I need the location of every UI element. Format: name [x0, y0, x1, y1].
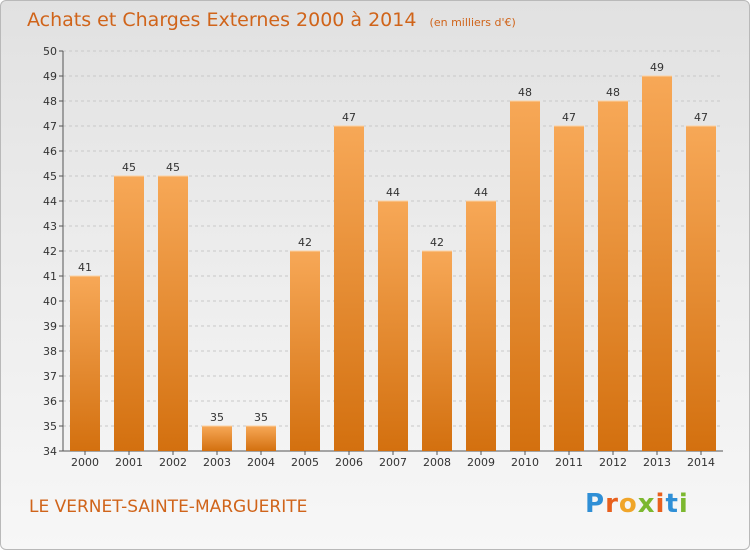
data-label: 45 [122, 161, 136, 174]
x-tick-label: 2011 [555, 456, 583, 469]
bar [290, 251, 320, 451]
city-name: LE VERNET-SAINTE-MARGUERITE [29, 497, 308, 517]
bar [466, 201, 496, 451]
data-label: 45 [166, 161, 180, 174]
x-tick-label: 2010 [511, 456, 539, 469]
x-tick-label: 2002 [159, 456, 187, 469]
chart-unit: (en milliers d'€) [429, 16, 516, 29]
data-label: 48 [518, 86, 532, 99]
logo-letter: o [618, 489, 638, 519]
y-tick-label: 49 [43, 70, 57, 83]
y-tick-label: 35 [43, 420, 57, 433]
y-tick-label: 44 [43, 195, 57, 208]
bar [334, 126, 364, 451]
bar [158, 176, 188, 451]
logo-letter: i [655, 489, 666, 519]
data-label: 41 [78, 261, 92, 274]
bar [686, 126, 716, 451]
y-tick-label: 48 [43, 95, 57, 108]
data-label: 35 [254, 411, 268, 424]
bar [202, 426, 232, 451]
data-label: 48 [606, 86, 620, 99]
y-tick-label: 47 [43, 120, 57, 133]
data-label: 42 [298, 236, 312, 249]
y-tick-label: 50 [43, 45, 57, 58]
x-tick-label: 2008 [423, 456, 451, 469]
y-tick-label: 37 [43, 370, 57, 383]
data-label: 42 [430, 236, 444, 249]
data-label: 47 [694, 111, 708, 124]
y-tick-label: 34 [43, 445, 57, 458]
y-tick-label: 43 [43, 220, 57, 233]
bar [114, 176, 144, 451]
logo-letter: P [585, 489, 606, 519]
bar [70, 276, 100, 451]
title-block: Achats et Charges Externes 2000 à 2014 (… [27, 9, 516, 31]
bar [422, 251, 452, 451]
bar [598, 101, 628, 451]
y-tick-label: 36 [43, 395, 57, 408]
x-tick-label: 2007 [379, 456, 407, 469]
chart-title: Achats et Charges Externes 2000 à 2014 [27, 9, 417, 31]
logo-letter: x [637, 489, 656, 519]
logo-letter: i [678, 489, 689, 519]
data-labels: 41 45 45 35 35 42 47 44 42 44 48 47 48 49 47 [78, 61, 708, 424]
y-tick-label: 45 [43, 170, 57, 183]
bar [246, 426, 276, 451]
y-tick-label: 46 [43, 145, 57, 158]
y-tick-label: 42 [43, 245, 57, 258]
y-tick-label: 39 [43, 320, 57, 333]
data-label: 47 [342, 111, 356, 124]
x-tick-label: 2014 [687, 456, 715, 469]
proxiti-logo: Proxiti [585, 489, 689, 519]
y-tick-label: 40 [43, 295, 57, 308]
data-label: 44 [386, 186, 400, 199]
x-tick-label: 2009 [467, 456, 495, 469]
x-tick-label: 2000 [71, 456, 99, 469]
x-tick-label: 2004 [247, 456, 275, 469]
x-tick-label: 2005 [291, 456, 319, 469]
bar [642, 76, 672, 451]
logo-letter: r [605, 489, 619, 519]
x-tick-label: 2013 [643, 456, 671, 469]
data-label: 47 [562, 111, 576, 124]
bar [554, 126, 584, 451]
x-tick-label: 2003 [203, 456, 231, 469]
data-label: 49 [650, 61, 664, 74]
y-tick-label: 41 [43, 270, 57, 283]
data-label: 44 [474, 186, 488, 199]
data-label: 35 [210, 411, 224, 424]
x-tick-label: 2001 [115, 456, 143, 469]
bar [378, 201, 408, 451]
x-tick-label: 2006 [335, 456, 363, 469]
y-tick-label: 38 [43, 345, 57, 358]
bars [70, 75, 716, 451]
bar [510, 101, 540, 451]
logo-letter: t [665, 489, 679, 519]
x-tick-label: 2012 [599, 456, 627, 469]
